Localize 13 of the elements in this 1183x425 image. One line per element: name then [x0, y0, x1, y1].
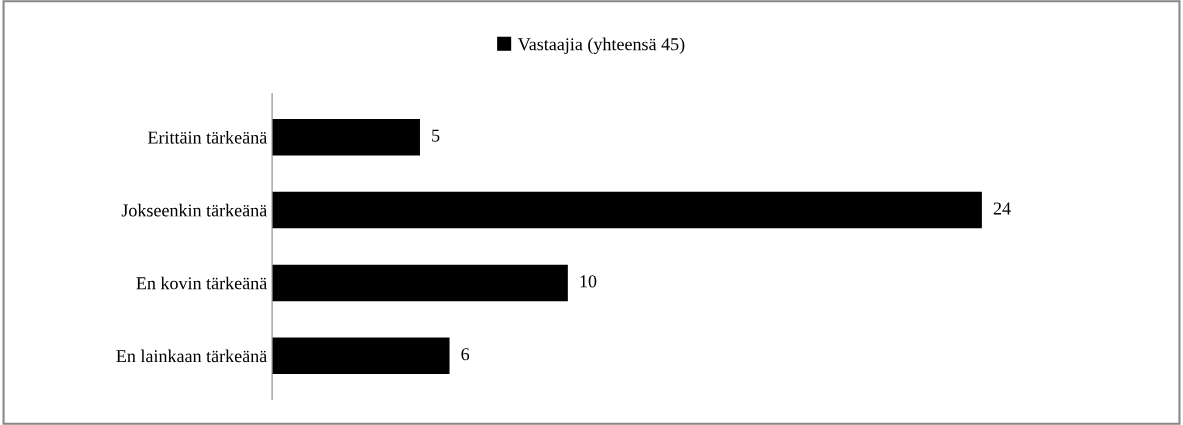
data-label: 6: [461, 348, 470, 361]
bar: [272, 337, 450, 374]
bar: [272, 119, 420, 156]
bar: [272, 191, 982, 229]
data-label: 24: [993, 202, 1011, 215]
y-tick-label: Erittäin tärkeänä: [147, 130, 267, 144]
y-tick-label: Jokseenkin tärkeänä: [121, 203, 267, 217]
legend-label: Vastaajia (yhteensä 45): [517, 37, 685, 55]
bar: [272, 264, 568, 302]
data-label: 10: [580, 275, 597, 288]
y-tick-label: En kovin tärkeänä: [136, 276, 267, 290]
y-tick-label: En lainkaan tärkeänä: [116, 349, 267, 363]
data-label: 5: [432, 129, 440, 142]
